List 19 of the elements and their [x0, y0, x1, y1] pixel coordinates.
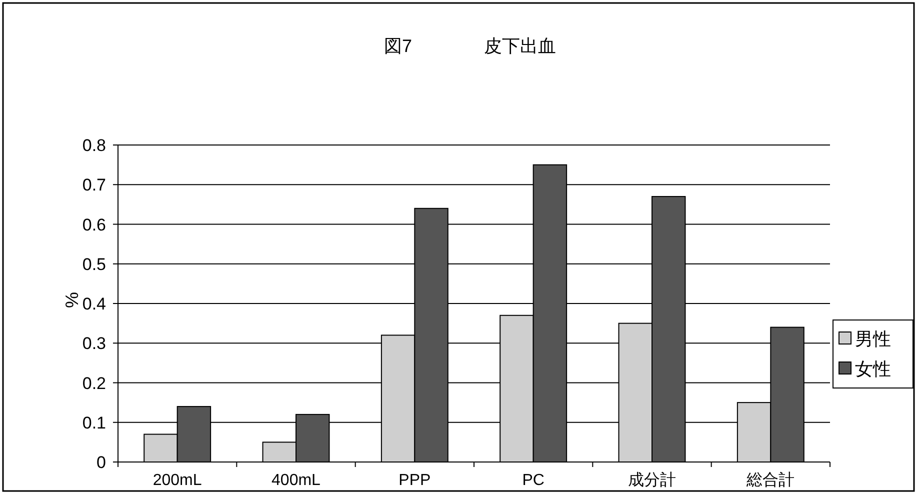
x-tick-label: 成分計: [628, 471, 676, 489]
y-tick-label: 0.7: [82, 176, 106, 195]
x-tick-label: 400mL: [272, 472, 321, 489]
legend-label: 男性: [855, 329, 891, 349]
x-tick-label: PPP: [398, 472, 431, 489]
y-tick-label: 0.5: [82, 254, 106, 274]
y-tick-label: 0.1: [82, 413, 106, 432]
x-tick-label: 200mL: [152, 472, 202, 489]
y-tick-label: 0: [96, 453, 106, 472]
y-tick-label: 0.3: [82, 334, 106, 354]
chart-title: 図7 皮下出血: [384, 36, 556, 56]
x-tick-label: 総合計: [746, 471, 795, 489]
x-tick-label: PC: [522, 472, 544, 489]
legend-label: 女性: [855, 359, 891, 379]
y-tick-label: 0.8: [82, 136, 106, 155]
y-axis-title: %: [62, 292, 82, 308]
y-tick-label: 0.6: [82, 215, 106, 234]
y-tick-label: 0.2: [82, 374, 106, 393]
y-tick-label: 0.4: [82, 294, 106, 314]
